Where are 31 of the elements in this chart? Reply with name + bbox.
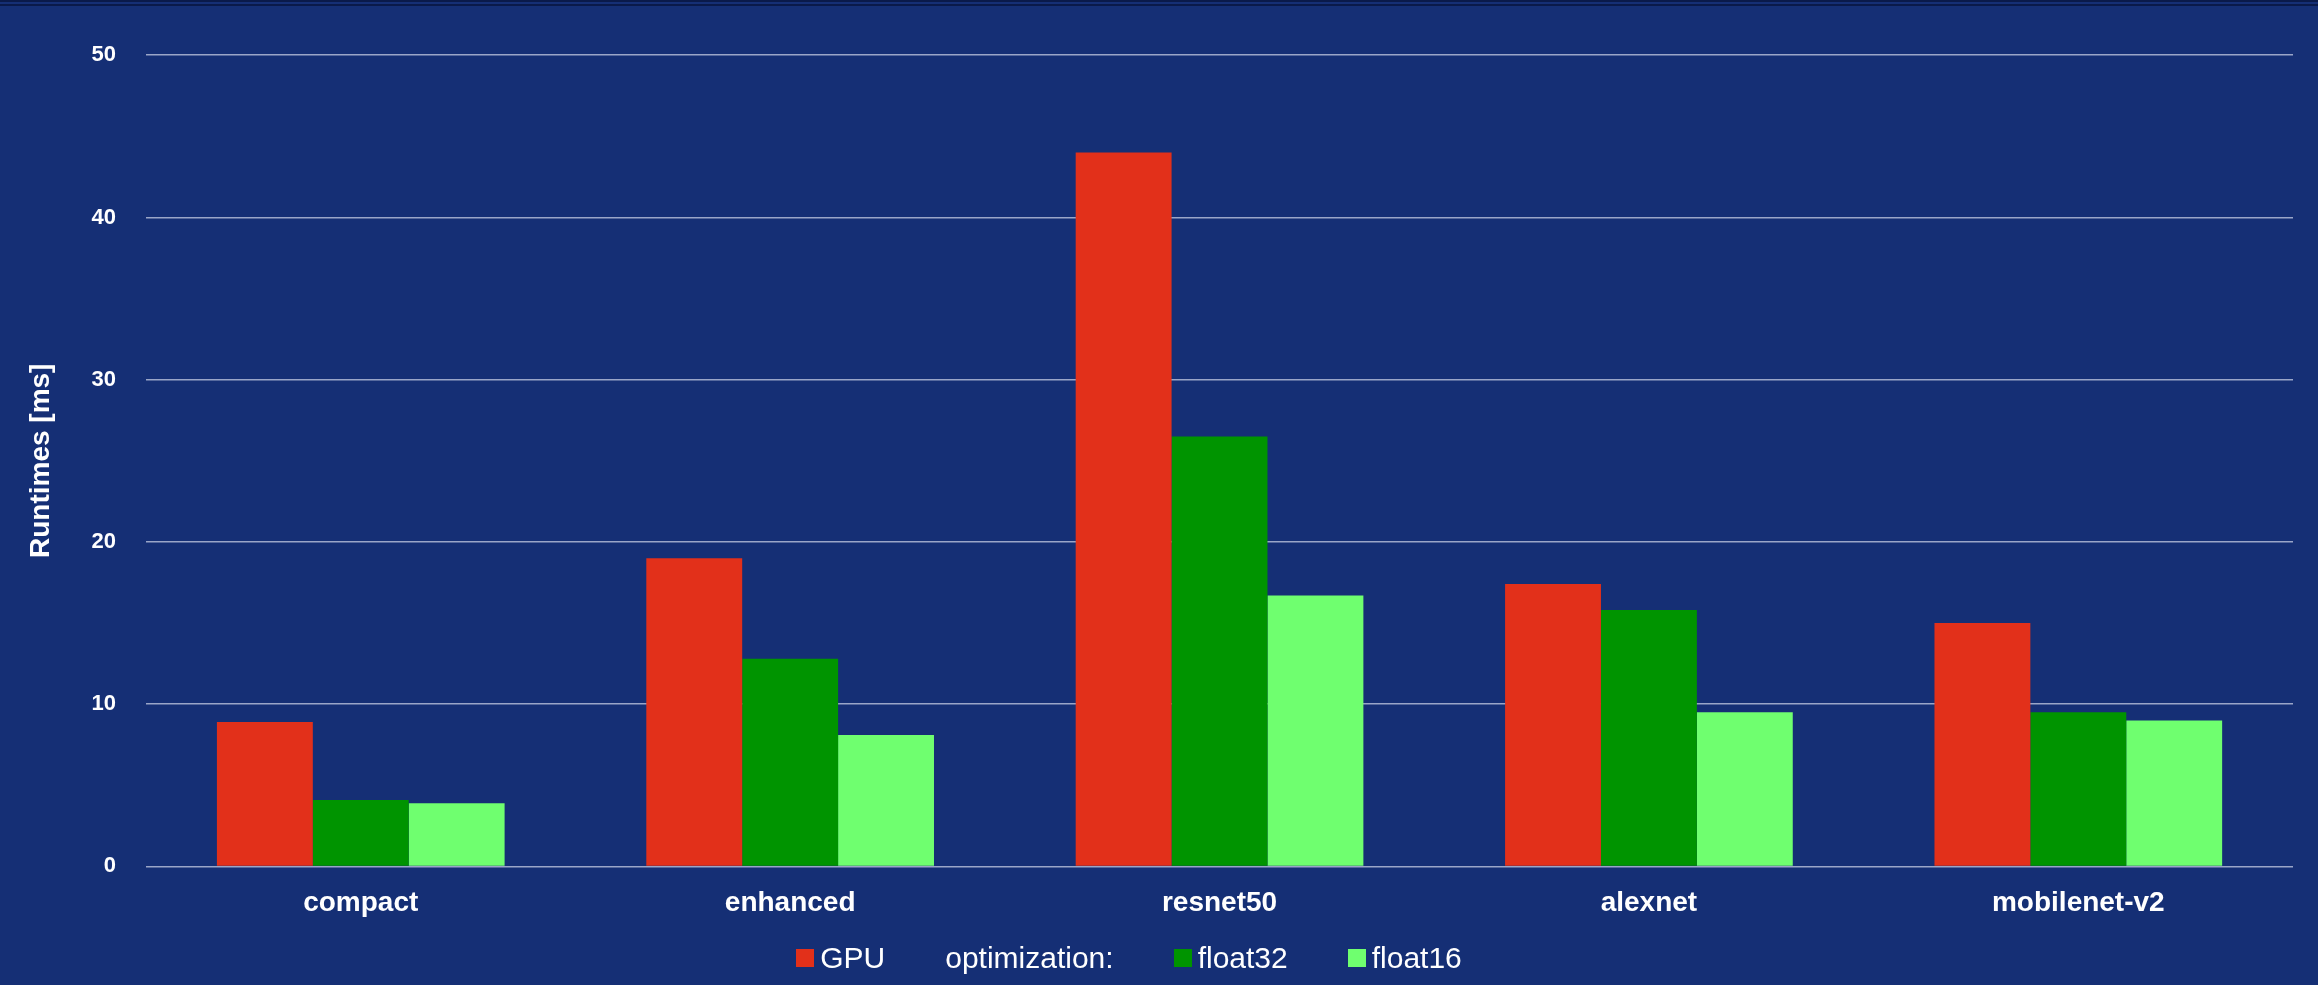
legend-label: float32: [1197, 941, 1288, 975]
bar: [1600, 610, 1697, 866]
y-tick-label: 10: [91, 690, 117, 716]
y-tick-label: 30: [91, 365, 117, 391]
bar: [2126, 720, 2223, 866]
bar: [1171, 436, 1268, 866]
y-tick-label: 20: [91, 527, 117, 553]
bar: [216, 722, 313, 866]
bar: [1075, 152, 1172, 866]
bar: [312, 799, 409, 866]
y-tick-label: 0: [103, 852, 117, 878]
bar: [1696, 712, 1793, 866]
x-tick-label: enhanced: [724, 885, 856, 917]
x-tick-label: mobilenet-v2: [1991, 885, 2165, 917]
x-tick-label: resnet50: [1161, 885, 1278, 917]
y-tick-label: 50: [91, 41, 117, 67]
x-tick-label: alexnet: [1600, 885, 1698, 917]
legend-label: float16: [1371, 941, 1462, 975]
bar: [1934, 623, 2031, 866]
y-axis-title: Runtimes [ms]: [23, 363, 55, 559]
bar: [2030, 712, 2127, 866]
legend-title: optimization:: [945, 941, 1114, 975]
bar: [646, 558, 743, 866]
y-tick-label: 40: [91, 203, 117, 229]
legend-label: GPU: [820, 941, 886, 975]
x-tick-label: compact: [303, 885, 419, 917]
bar: [408, 803, 505, 866]
bar: [1267, 595, 1364, 866]
bar: [838, 734, 934, 866]
bar: [1505, 584, 1601, 866]
bar: [742, 658, 839, 866]
